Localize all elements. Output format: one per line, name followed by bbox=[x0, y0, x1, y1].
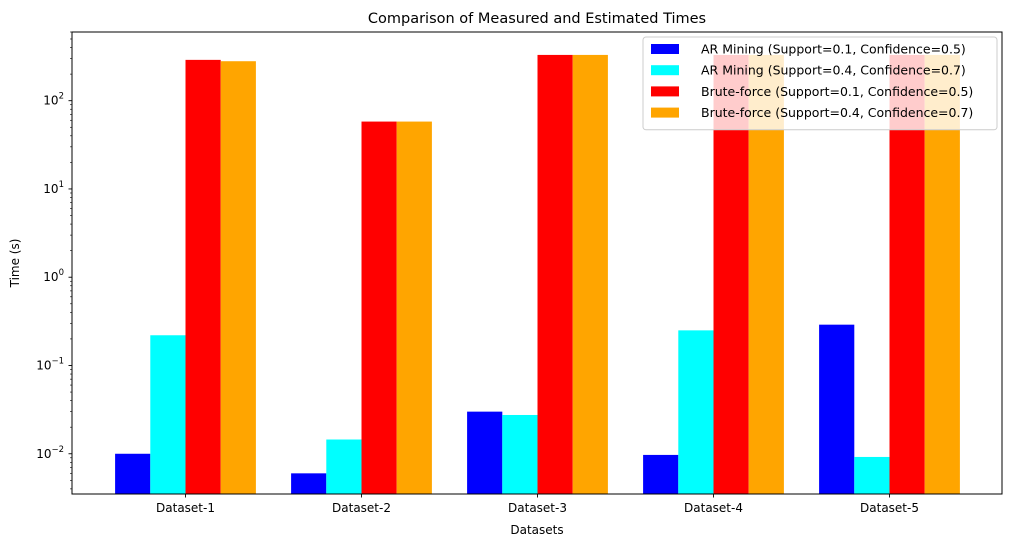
legend-entry-label: Brute-force (Support=0.4, Confidence=0.7… bbox=[701, 105, 973, 120]
chart-title: Comparison of Measured and Estimated Tim… bbox=[368, 11, 706, 27]
legend-entry-label: AR Mining (Support=0.4, Confidence=0.7) bbox=[701, 63, 966, 78]
y-tick-label: 10−2 bbox=[36, 445, 64, 461]
y-axis-title: Time (s) bbox=[8, 239, 22, 289]
y-tick-label: 101 bbox=[43, 180, 64, 196]
legend-swatch bbox=[651, 44, 679, 54]
bar-dataset-3-series-1 bbox=[467, 411, 503, 494]
x-tick-label-dataset-2: Dataset-2 bbox=[332, 501, 391, 515]
x-tick-label-dataset-4: Dataset-4 bbox=[684, 501, 743, 515]
y-tick-label: 102 bbox=[43, 92, 64, 108]
bar-dataset-2-series-4 bbox=[396, 121, 432, 494]
bar-dataset-1-series-3 bbox=[185, 59, 221, 495]
plot-frame bbox=[71, 31, 1003, 495]
legend-entry-label: AR Mining (Support=0.1, Confidence=0.5) bbox=[701, 42, 966, 57]
bar-dataset-2-series-3 bbox=[361, 121, 397, 494]
bar-dataset-3-series-3 bbox=[537, 54, 573, 495]
bar-dataset-4-series-1 bbox=[643, 454, 679, 494]
y-tick-label: 100 bbox=[43, 268, 64, 284]
y-axis: 10−2 10−1 100 101 102 bbox=[36, 31, 72, 490]
x-tick-label-dataset-1: Dataset-1 bbox=[156, 501, 215, 515]
x-tick-label-dataset-5: Dataset-5 bbox=[860, 501, 919, 515]
bar-dataset-5-series-2 bbox=[854, 456, 890, 494]
bar-dataset-3-series-4 bbox=[572, 54, 608, 495]
x-tick-label-dataset-3: Dataset-3 bbox=[508, 501, 567, 515]
legend-swatch bbox=[651, 65, 679, 76]
bar-dataset-1-series-2 bbox=[150, 335, 186, 494]
bar-dataset-5-series-1 bbox=[819, 324, 855, 494]
legend-swatch bbox=[651, 107, 679, 118]
bar-dataset-4-series-2 bbox=[678, 330, 714, 494]
bar-dataset-3-series-2 bbox=[502, 414, 538, 494]
legend-entry-label: Brute-force (Support=0.1, Confidence=0.5… bbox=[701, 84, 973, 99]
bar-dataset-1-series-4 bbox=[220, 61, 256, 494]
bar-dataset-2-series-1 bbox=[291, 473, 327, 494]
x-axis-title: Datasets bbox=[510, 523, 563, 537]
legend: AR Mining (Support=0.1, Confidence=0.5) A… bbox=[642, 36, 998, 131]
bar-dataset-1-series-1 bbox=[115, 453, 151, 494]
legend-box bbox=[642, 36, 998, 131]
bar-dataset-2-series-2 bbox=[326, 439, 362, 494]
y-tick-label: 10−1 bbox=[36, 356, 64, 372]
legend-swatch bbox=[651, 86, 679, 97]
x-axis: Dataset-1 Dataset-2 Dataset-3 Dataset-4 Data… bbox=[156, 494, 919, 515]
